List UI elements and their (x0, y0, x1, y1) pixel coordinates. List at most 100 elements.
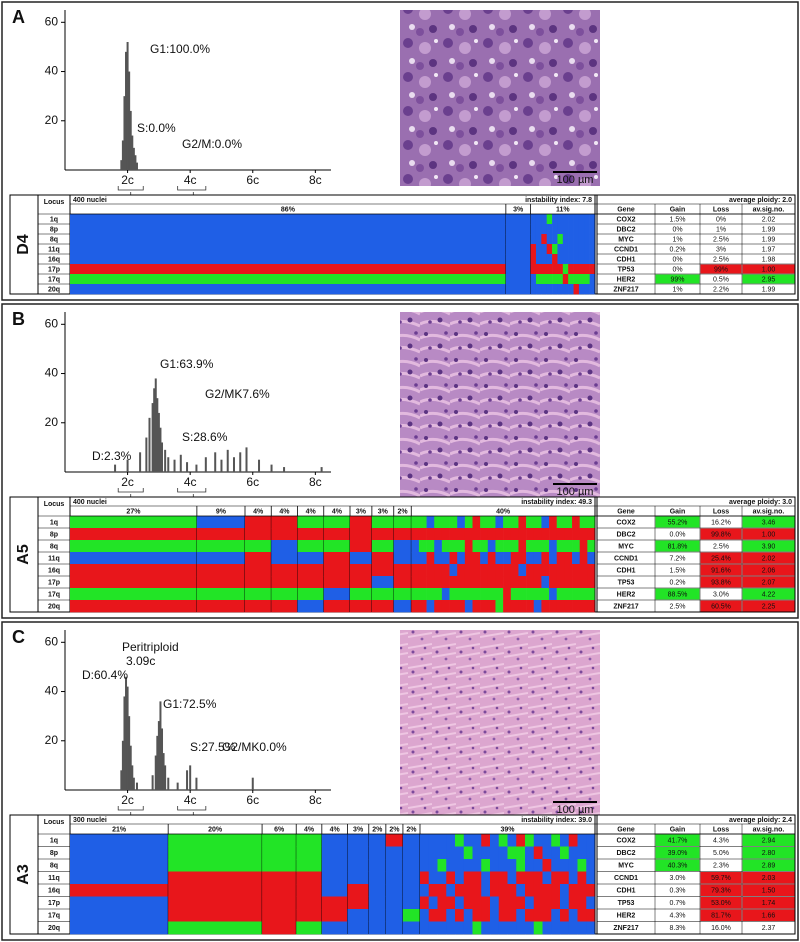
clone-cell (518, 564, 527, 577)
clone-cell (385, 834, 404, 847)
clone-cell (562, 224, 569, 235)
clone-cell (371, 528, 395, 541)
clone-cell (549, 600, 558, 613)
x-tick-label: 2c (121, 793, 134, 807)
clone-cell (418, 516, 427, 529)
clone-cell (560, 859, 570, 872)
locus-label: 16q (48, 567, 60, 574)
histogram-bar (135, 782, 138, 790)
range-bracket (177, 186, 207, 191)
clone-cell (525, 871, 535, 885)
clone-cell (70, 284, 507, 295)
clone-cell (196, 528, 246, 541)
clone-cell (437, 921, 447, 935)
gene-loss: 2.3% (713, 863, 729, 870)
clone-cell (564, 564, 573, 577)
clone-cell (560, 884, 570, 897)
x-tick-label: 2c (121, 475, 134, 489)
clone-cell (530, 284, 537, 295)
clone-cell (449, 576, 458, 589)
clone-cell (533, 921, 543, 935)
clone-cell (297, 528, 325, 541)
clone-cell (568, 244, 574, 255)
gene-name: TP53 (618, 900, 635, 907)
clone-cell (568, 214, 574, 225)
clone-cell (480, 552, 489, 565)
histogram-bar (179, 454, 182, 472)
clone-cell (568, 274, 574, 285)
histogram-bar (129, 110, 132, 170)
clone-cell (518, 576, 527, 589)
clone-cell (371, 516, 395, 529)
clone-cell (526, 588, 535, 601)
clone-cell (393, 552, 412, 565)
clone-cell (518, 552, 527, 565)
clone-share: 4% (332, 508, 343, 515)
clone-cell (487, 528, 496, 541)
clone-cell (262, 871, 297, 885)
clone-cell (495, 576, 504, 589)
x-tick-label: 8c (309, 475, 322, 489)
gene-loss: 53.0% (711, 900, 731, 907)
clone-cell (437, 859, 447, 872)
gene-cell-highlight (742, 588, 795, 600)
panel-letter: A (12, 7, 25, 27)
clone-cell (507, 896, 517, 910)
clone-share: 3% (356, 508, 367, 515)
clone-cell (168, 884, 263, 897)
histogram-bar (126, 42, 129, 170)
clone-cell (568, 264, 574, 275)
clone-cell (503, 528, 512, 541)
clone-cell (568, 834, 578, 847)
range-bracket (177, 488, 207, 493)
locus-header: Locus (44, 501, 65, 508)
clone-cell (457, 516, 466, 529)
clone-cell (245, 564, 272, 577)
gene-loss: 99% (714, 266, 728, 273)
clone-cell (533, 588, 542, 601)
clone-cell (350, 528, 373, 541)
clone-cell (530, 254, 537, 265)
gene-cell-highlight (742, 552, 795, 564)
clone-cell (533, 552, 542, 565)
clone-share: 4% (279, 508, 290, 515)
clone-cell (428, 909, 438, 922)
gene-cell-highlight (700, 576, 742, 588)
clone-cell (368, 921, 387, 935)
locus-label: 20q (48, 925, 60, 932)
micrograph (400, 10, 600, 186)
range-bracket (117, 488, 144, 493)
clone-cell (562, 244, 569, 255)
clone-cell (577, 921, 587, 935)
clone-cell (457, 540, 466, 553)
clone-cell (589, 264, 596, 275)
clone-cell (587, 540, 596, 553)
clone-cell (584, 224, 590, 235)
clone-cell (533, 896, 543, 910)
clone-cell (572, 588, 580, 601)
gene-cell-highlight (742, 576, 795, 588)
histogram-bar (132, 147, 135, 170)
clone-cell (533, 834, 543, 847)
clone-share: 3% (378, 508, 389, 515)
clone-cell (296, 909, 323, 922)
clone-cell (464, 576, 473, 589)
clone-cell (296, 871, 323, 885)
clone-cell (589, 224, 596, 235)
histogram-bar (176, 782, 179, 790)
clone-cell (70, 244, 507, 255)
panel-letter: C (12, 627, 25, 647)
clone-cell (446, 859, 456, 872)
clone-cell (505, 234, 531, 245)
clone-cell (368, 859, 387, 872)
clone-cell (371, 552, 395, 565)
x-tick-label: 4c (184, 173, 197, 187)
gene-name: CCND1 (614, 875, 638, 882)
clone-cell (262, 846, 297, 860)
clone-cell (533, 871, 543, 885)
clone-cell (546, 254, 553, 265)
clone-cell (586, 846, 596, 860)
clone-cell (542, 921, 552, 935)
clone-cell (498, 921, 508, 935)
clone-cell (455, 921, 465, 935)
